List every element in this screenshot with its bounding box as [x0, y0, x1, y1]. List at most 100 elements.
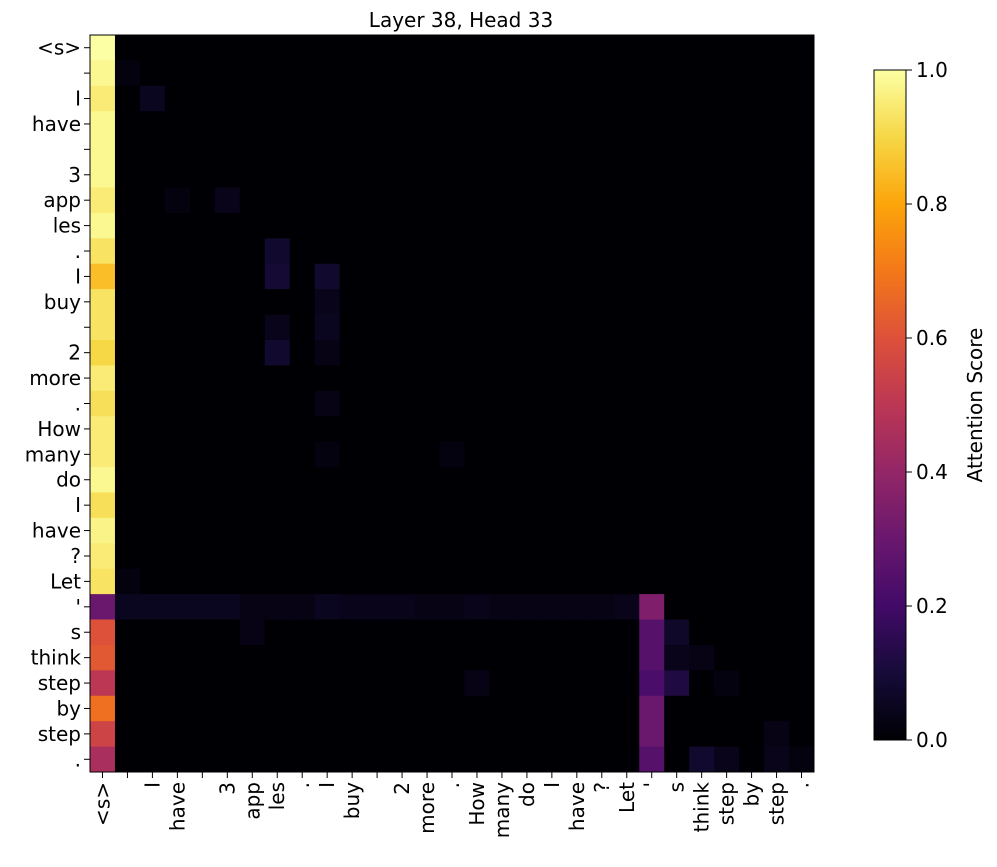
heatmap-cell — [189, 35, 216, 61]
heatmap-cell — [90, 162, 116, 188]
heatmap-cell — [414, 416, 440, 443]
heatmap-cell — [539, 390, 565, 417]
heatmap-cell — [314, 212, 341, 239]
heatmap-cell — [764, 467, 790, 493]
heatmap-cell — [314, 187, 341, 214]
heatmap-cell — [289, 695, 316, 722]
heatmap-cell — [139, 695, 166, 722]
heatmap-cell — [114, 441, 141, 468]
heatmap-cell — [139, 365, 166, 392]
heatmap-cell — [139, 721, 166, 747]
x-tick-label: <s> — [90, 782, 114, 826]
heatmap-cell — [614, 365, 640, 392]
heatmap-cell — [264, 721, 291, 747]
heatmap-cell — [664, 162, 690, 188]
heatmap-cell — [389, 238, 415, 265]
heatmap-cell — [439, 187, 465, 214]
heatmap-cell — [664, 136, 690, 163]
heatmap-cell — [739, 85, 765, 112]
heatmap-cell — [789, 644, 815, 671]
heatmap-cell — [764, 644, 790, 671]
heatmap-cell — [264, 238, 291, 265]
y-tick-label: les — [53, 214, 81, 238]
heatmap-cell — [214, 35, 241, 61]
heatmap-cell — [139, 111, 166, 138]
heatmap-cell — [789, 695, 815, 722]
heatmap-cell — [664, 492, 690, 519]
heatmap-cell — [264, 517, 291, 544]
heatmap-cell — [539, 365, 565, 392]
heatmap-cell — [364, 721, 390, 747]
heatmap-cell — [764, 390, 790, 417]
heatmap-cell — [189, 60, 216, 87]
heatmap-cell — [114, 568, 141, 595]
heatmap-cell — [164, 619, 191, 646]
heatmap-cell — [789, 441, 815, 468]
heatmap-cell — [389, 111, 415, 138]
heatmap-cell — [739, 238, 765, 265]
heatmap-cell — [239, 721, 266, 747]
heatmap-cell — [789, 416, 815, 443]
x-tick-label: buy — [340, 782, 364, 819]
heatmap-cell — [164, 111, 191, 138]
heatmap-cell — [764, 263, 790, 290]
heatmap-cell — [614, 263, 640, 290]
heatmap-cell — [414, 568, 440, 595]
heatmap-cell — [439, 594, 465, 620]
heatmap-cell — [639, 111, 665, 138]
heatmap-cell — [589, 492, 615, 519]
heatmap-cell — [339, 517, 366, 544]
heatmap-cell — [339, 60, 366, 87]
heatmap-cell — [739, 35, 765, 61]
heatmap-cell — [664, 314, 690, 341]
heatmap-cell — [164, 416, 191, 443]
heatmap-cell — [414, 60, 440, 87]
heatmap-cell — [489, 543, 515, 570]
x-tick-label: 3 — [215, 782, 239, 795]
heatmap-cell — [589, 111, 615, 138]
heatmap-cell — [664, 212, 690, 239]
heatmap-cell — [114, 517, 141, 544]
heatmap-cell — [214, 441, 241, 468]
heatmap-cell — [264, 289, 291, 315]
heatmap-cell — [514, 339, 540, 366]
heatmap-cell — [464, 594, 490, 620]
heatmap-cell — [239, 162, 266, 188]
heatmap-cell — [614, 339, 640, 366]
heatmap-cell — [289, 467, 316, 493]
heatmap-cell — [364, 263, 390, 290]
heatmap-cell — [264, 187, 291, 214]
heatmap-cell — [439, 111, 465, 138]
heatmap-cell — [439, 263, 465, 290]
heatmap-cell — [90, 289, 116, 315]
heatmap-cell — [539, 162, 565, 188]
heatmap-cell — [414, 695, 440, 722]
heatmap-cell — [664, 111, 690, 138]
y-tick-label: do — [56, 468, 81, 492]
heatmap-cell — [464, 695, 490, 722]
heatmap-cell — [764, 416, 790, 443]
heatmap-cell — [514, 35, 540, 61]
heatmap-cell — [239, 339, 266, 366]
heatmap-cell — [389, 212, 415, 239]
heatmap-cell — [114, 314, 141, 341]
heatmap-cell — [614, 568, 640, 595]
heatmap-cell — [464, 543, 490, 570]
heatmap-cell — [689, 568, 715, 595]
heatmap-cell — [364, 136, 390, 163]
heatmap-cell — [564, 517, 590, 544]
heatmap-cell — [789, 289, 815, 315]
heatmap-cell — [714, 746, 740, 773]
heatmap-cell — [414, 721, 440, 747]
heatmap-cell — [589, 416, 615, 443]
heatmap-cell — [189, 111, 216, 138]
heatmap-cell — [489, 467, 515, 493]
heatmap-cell — [514, 162, 540, 188]
heatmap-cell — [514, 212, 540, 239]
heatmap-cell — [439, 365, 465, 392]
heatmap-cell — [489, 492, 515, 519]
heatmap-cell — [589, 467, 615, 493]
heatmap-cell — [389, 60, 415, 87]
heatmap-cell — [164, 467, 191, 493]
heatmap-cell — [439, 162, 465, 188]
